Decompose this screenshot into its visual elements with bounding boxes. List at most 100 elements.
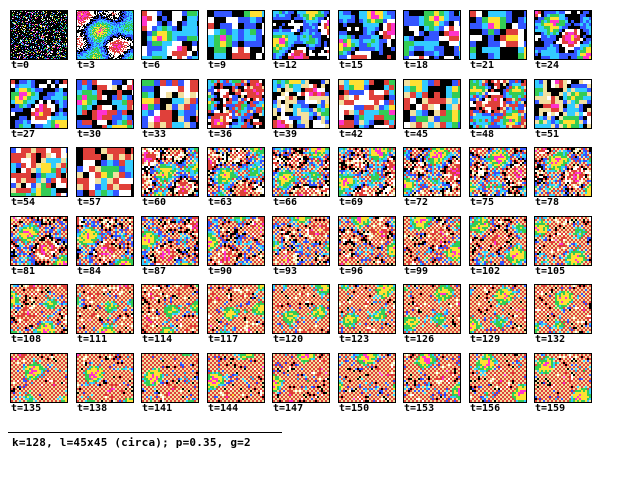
frame-label: t=84 — [77, 266, 102, 277]
frame-image — [10, 10, 68, 60]
frame-label: t=93 — [273, 266, 298, 277]
frame-image — [534, 10, 592, 60]
frame-cell: t=69 — [338, 147, 396, 208]
frame-cell: t=45 — [403, 79, 461, 140]
frame-label: t=63 — [208, 197, 233, 208]
frame-image — [207, 10, 265, 60]
frame-cell: t=81 — [10, 216, 68, 277]
frame-image — [338, 353, 396, 403]
frame-label: t=51 — [535, 129, 560, 140]
frame-image — [141, 216, 199, 266]
frame-cell: t=57 — [76, 147, 134, 208]
frame-label: t=15 — [339, 60, 364, 71]
frame-cell: t=51 — [534, 79, 592, 140]
frame-image — [338, 79, 396, 129]
frame-cell: t=42 — [338, 79, 396, 140]
frame-cell: t=84 — [76, 216, 134, 277]
frame-cell: t=6 — [141, 10, 199, 71]
frame-image — [207, 79, 265, 129]
frame-image — [272, 284, 330, 334]
frame-label: t=18 — [404, 60, 429, 71]
frame-image — [207, 147, 265, 197]
frame-image — [403, 284, 461, 334]
frame-image — [272, 10, 330, 60]
frame-cell: t=9 — [207, 10, 265, 71]
frame-grid: t=0 t=3 t=6 t=9 t=12 t=15 t=18 t=21 t=24 t=27 t=30… — [10, 10, 592, 414]
frame-label: t=21 — [470, 60, 495, 71]
frame-label: t=36 — [208, 129, 233, 140]
frame-image — [76, 216, 134, 266]
frame-label: t=27 — [11, 129, 36, 140]
frame-image — [141, 147, 199, 197]
frame-image — [76, 147, 134, 197]
frame-label: t=0 — [11, 60, 30, 71]
frame-label: t=123 — [339, 334, 370, 345]
frame-cell: t=102 — [469, 216, 527, 277]
frame-image — [338, 284, 396, 334]
frame-label: t=33 — [142, 129, 167, 140]
frame-image — [469, 79, 527, 129]
frame-image — [338, 10, 396, 60]
frame-cell: t=141 — [141, 353, 199, 414]
frame-label: t=99 — [404, 266, 429, 277]
frame-cell: t=93 — [272, 216, 330, 277]
frame-cell: t=21 — [469, 10, 527, 71]
frame-image — [207, 216, 265, 266]
frame-label: t=81 — [11, 266, 36, 277]
frame-image — [534, 353, 592, 403]
frame-cell: t=147 — [272, 353, 330, 414]
frame-cell: t=18 — [403, 10, 461, 71]
frame-label: t=48 — [470, 129, 495, 140]
frame-cell: t=24 — [534, 10, 592, 71]
frame-label: t=60 — [142, 197, 167, 208]
frame-cell: t=78 — [534, 147, 592, 208]
frame-image — [272, 147, 330, 197]
frame-label: t=6 — [142, 60, 161, 71]
frame-image — [141, 10, 199, 60]
frame-cell: t=126 — [403, 284, 461, 345]
frame-label: t=9 — [208, 60, 227, 71]
frame-label: t=66 — [273, 197, 298, 208]
frame-image — [534, 284, 592, 334]
frame-image — [207, 284, 265, 334]
frame-label: t=72 — [404, 197, 429, 208]
frame-label: t=75 — [470, 197, 495, 208]
frame-image — [534, 79, 592, 129]
frame-cell: t=123 — [338, 284, 396, 345]
frame-cell: t=30 — [76, 79, 134, 140]
frame-image — [272, 79, 330, 129]
frame-label: t=54 — [11, 197, 36, 208]
frame-image — [10, 79, 68, 129]
frame-cell: t=27 — [10, 79, 68, 140]
frame-cell: t=0 — [10, 10, 68, 71]
frame-cell: t=135 — [10, 353, 68, 414]
frame-cell: t=3 — [76, 10, 134, 71]
frame-label: t=126 — [404, 334, 435, 345]
frame-cell: t=159 — [534, 353, 592, 414]
frame-label: t=42 — [339, 129, 364, 140]
frame-image — [76, 284, 134, 334]
frame-label: t=120 — [273, 334, 304, 345]
frame-cell: t=63 — [207, 147, 265, 208]
frame-image — [10, 216, 68, 266]
frame-cell: t=153 — [403, 353, 461, 414]
frame-cell: t=60 — [141, 147, 199, 208]
frame-cell: t=48 — [469, 79, 527, 140]
frame-image — [338, 216, 396, 266]
frame-image — [141, 353, 199, 403]
frame-label: t=117 — [208, 334, 239, 345]
frame-label: t=39 — [273, 129, 298, 140]
frame-image — [469, 216, 527, 266]
frame-image — [403, 10, 461, 60]
frame-image — [76, 10, 134, 60]
frame-label: t=141 — [142, 403, 173, 414]
frame-cell: t=90 — [207, 216, 265, 277]
frame-label: t=108 — [11, 334, 42, 345]
frame-cell: t=66 — [272, 147, 330, 208]
frame-image — [10, 284, 68, 334]
frame-label: t=138 — [77, 403, 108, 414]
frame-image — [272, 353, 330, 403]
frame-cell: t=156 — [469, 353, 527, 414]
frame-image — [338, 147, 396, 197]
frame-cell: t=54 — [10, 147, 68, 208]
